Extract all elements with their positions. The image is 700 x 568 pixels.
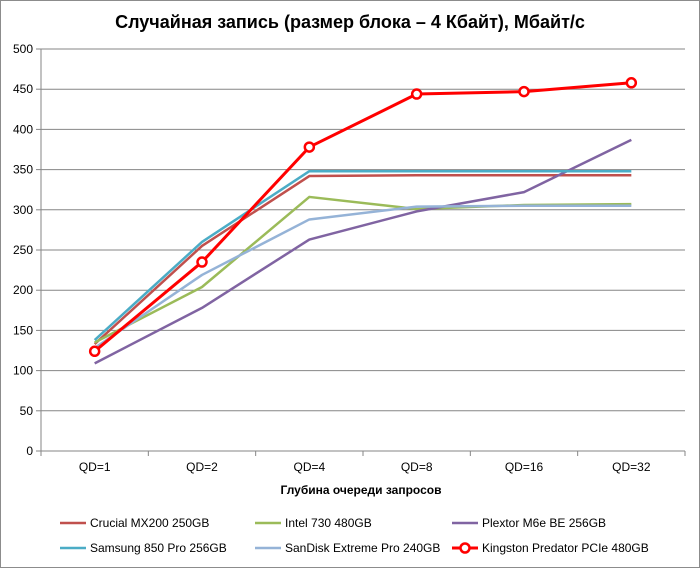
y-tick-label: 450 <box>13 82 33 96</box>
x-tick-label: QD=16 <box>505 460 544 474</box>
legend-item: Samsung 850 Pro 256GB <box>60 541 227 555</box>
legend-label: SanDisk Extreme Pro 240GB <box>285 541 440 555</box>
x-tick-label: QD=1 <box>79 460 111 474</box>
chart-title: Случайная запись (размер блока – 4 Кбайт… <box>115 12 585 32</box>
series-line <box>93 169 632 341</box>
x-axis-ticks: QD=1 QD=2 QD=4 QD=8 QD=16 QD=32 <box>40 451 686 474</box>
legend-label: Plextor M6e BE 256GB <box>482 516 606 530</box>
series-line <box>93 173 632 345</box>
legend-label: Intel 730 480GB <box>285 516 372 530</box>
y-tick-label: 350 <box>13 163 33 177</box>
x-tick-label: QD=2 <box>186 460 218 474</box>
legend-label: Kingston Predator PCIe 480GB <box>482 541 649 555</box>
series-0 <box>93 173 632 345</box>
series-4 <box>93 204 632 350</box>
x-axis-label: Глубина очереди запросов <box>280 483 441 497</box>
grid <box>41 48 685 412</box>
y-tick-label: 400 <box>13 122 33 136</box>
series-line <box>94 138 632 365</box>
x-tick-label: QD=8 <box>401 460 433 474</box>
legend-item: Intel 730 480GB <box>255 516 372 530</box>
y-tick-label: 200 <box>13 283 33 297</box>
y-tick-label: 100 <box>13 364 33 378</box>
x-tick-label: QD=32 <box>612 460 651 474</box>
series-line <box>93 204 632 350</box>
legend-marker <box>459 542 471 554</box>
series-5 <box>88 77 638 358</box>
x-tick-label: QD=4 <box>293 460 325 474</box>
y-tick-label: 300 <box>13 203 33 217</box>
series-line <box>93 81 632 353</box>
y-tick-label: 500 <box>13 42 33 56</box>
legend-label: Crucial MX200 250GB <box>90 516 209 530</box>
y-tick-label: 0 <box>26 444 33 458</box>
legend-label: Samsung 850 Pro 256GB <box>90 541 227 555</box>
series-3 <box>93 169 632 341</box>
y-axis-ticks: 0 50 100 150 200 250 300 350 400 450 500 <box>13 42 41 458</box>
data-point <box>196 256 208 268</box>
data-point <box>518 85 530 98</box>
series-2 <box>94 138 632 365</box>
legend-item: Kingston Predator PCIe 480GB <box>452 541 649 555</box>
data-point <box>88 345 101 358</box>
y-tick-label: 50 <box>20 404 34 418</box>
y-tick-label: 150 <box>13 323 33 337</box>
legend-item: Crucial MX200 250GB <box>60 516 209 530</box>
y-tick-label: 250 <box>13 243 33 257</box>
data-point <box>625 77 638 89</box>
legend: Crucial MX200 250GB Intel 730 480GB Plexto… <box>60 516 649 555</box>
series-group <box>88 77 638 365</box>
legend-item: SanDisk Extreme Pro 240GB <box>255 541 440 555</box>
legend-item: Plextor M6e BE 256GB <box>452 516 606 530</box>
data-point <box>303 141 316 153</box>
data-point <box>410 88 423 100</box>
